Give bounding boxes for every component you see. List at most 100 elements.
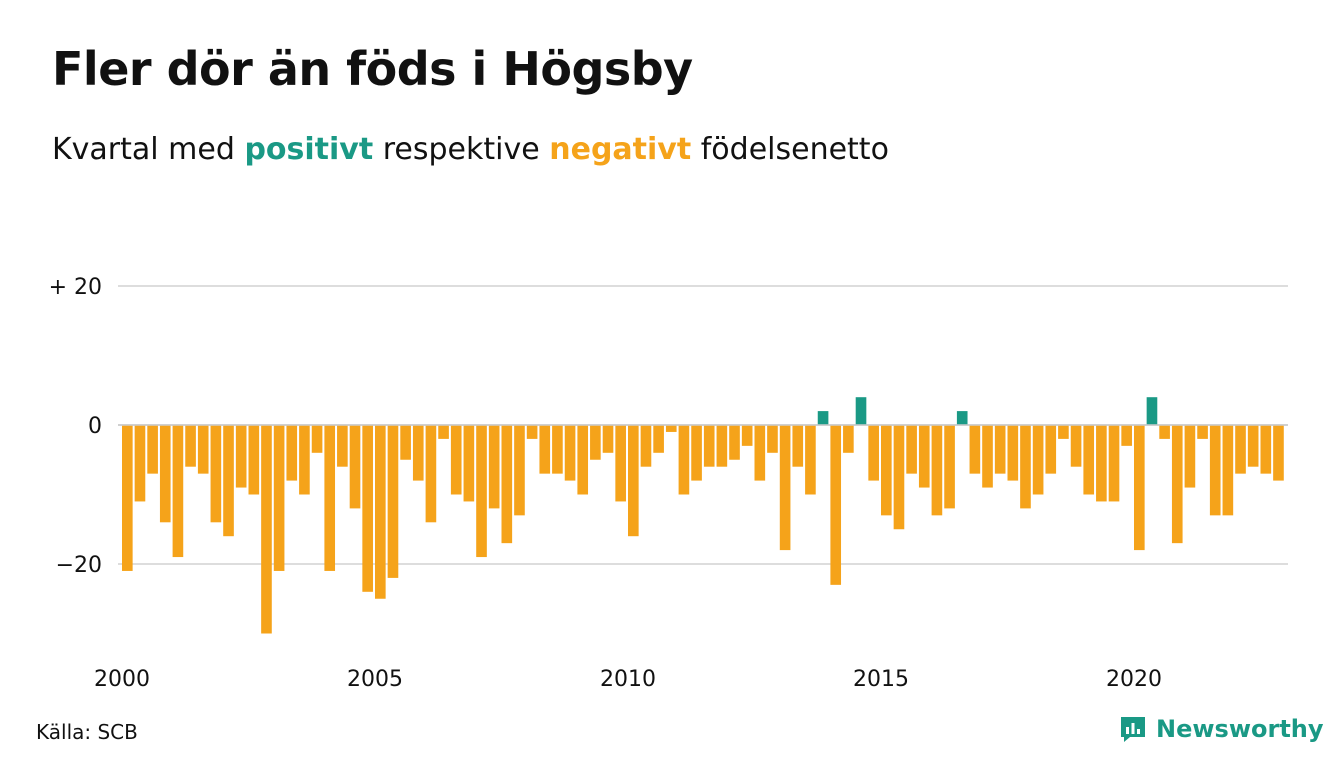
bar xyxy=(1171,425,1183,544)
bar xyxy=(122,425,133,571)
bar xyxy=(906,425,917,474)
newsworthy-logo-icon xyxy=(1121,717,1145,742)
bar xyxy=(640,425,652,467)
bar xyxy=(286,425,298,481)
bar xyxy=(235,425,247,488)
bar xyxy=(944,425,955,509)
bar xyxy=(994,425,1006,474)
bar xyxy=(387,425,399,578)
bar xyxy=(881,425,892,516)
bar xyxy=(134,425,146,502)
bar xyxy=(1096,425,1107,502)
bar xyxy=(526,425,538,439)
bar xyxy=(400,425,411,460)
x-tick-label: 2010 xyxy=(600,667,656,692)
x-tick-label: 2015 xyxy=(853,667,909,692)
bar xyxy=(956,411,968,425)
bar xyxy=(868,425,879,481)
bar xyxy=(754,425,766,481)
x-tick-label: 2005 xyxy=(347,667,403,692)
bar xyxy=(1197,425,1208,439)
bar xyxy=(653,425,664,453)
bar xyxy=(1083,425,1095,495)
bar xyxy=(425,425,437,523)
bar xyxy=(1235,425,1246,474)
subtitle-prefix: Kvartal med xyxy=(52,132,235,167)
bar xyxy=(311,425,323,453)
bar xyxy=(1121,425,1132,446)
bar xyxy=(615,425,626,502)
bar xyxy=(716,425,728,467)
source-note: Källa: SCB xyxy=(36,720,138,744)
x-tick-label: 2000 xyxy=(94,667,150,692)
bar xyxy=(1045,425,1057,474)
y-tick-label: 0 xyxy=(88,414,102,439)
bar xyxy=(159,425,171,523)
bar xyxy=(628,425,639,537)
bar xyxy=(691,425,702,481)
bar xyxy=(1108,425,1120,502)
bar xyxy=(1222,425,1234,516)
bar xyxy=(501,425,513,544)
bar xyxy=(552,425,563,474)
bar xyxy=(261,425,272,634)
bar xyxy=(488,425,500,509)
bar xyxy=(577,425,589,495)
bar xyxy=(703,425,715,467)
bar xyxy=(362,425,373,592)
bar xyxy=(1159,425,1170,439)
bar xyxy=(299,425,310,495)
bar xyxy=(450,425,462,495)
bar xyxy=(248,425,260,495)
bar xyxy=(412,425,424,481)
brand-logo: Newsworthy xyxy=(1118,714,1324,744)
bar xyxy=(1058,425,1069,439)
bar xyxy=(185,425,196,467)
x-tick-label: 2020 xyxy=(1106,667,1162,692)
subtitle-middle: respektive xyxy=(382,132,540,167)
bar xyxy=(1273,425,1284,481)
bar xyxy=(476,425,487,558)
bar xyxy=(1209,425,1221,516)
subtitle-positive: positivt xyxy=(244,132,374,167)
bar xyxy=(210,425,222,523)
bar xyxy=(1020,425,1031,509)
bar xyxy=(223,425,234,537)
bar xyxy=(590,425,601,460)
bar xyxy=(514,425,525,516)
bar xyxy=(1247,425,1259,467)
bar xyxy=(969,425,981,474)
bar xyxy=(1032,425,1044,495)
brand-name: Newsworthy xyxy=(1156,715,1324,743)
bar xyxy=(1070,425,1082,467)
bar xyxy=(172,425,184,558)
bar xyxy=(1260,425,1272,474)
bar xyxy=(843,425,854,453)
bar xyxy=(1146,397,1158,425)
bar xyxy=(337,425,348,467)
y-tick-label: −20 xyxy=(56,553,102,578)
subtitle-suffix: födelsenetto xyxy=(700,132,889,167)
bar xyxy=(1134,425,1145,551)
bar xyxy=(855,397,867,425)
bar xyxy=(463,425,475,502)
bar xyxy=(665,425,677,432)
bar xyxy=(602,425,614,453)
bar xyxy=(817,411,829,425)
bar xyxy=(375,425,386,599)
chart-title: Fler dör än föds i Högsby xyxy=(52,42,693,96)
bar xyxy=(349,425,361,509)
bar xyxy=(982,425,993,488)
chart-subtitle: Kvartal med positivt respektive negativt… xyxy=(52,132,889,167)
bar xyxy=(767,425,778,453)
bar xyxy=(741,425,753,446)
label-layer: + 20 0 −20 2000 2005 2010 2015 2020 xyxy=(49,275,1162,692)
bar xyxy=(1007,425,1019,481)
bar xyxy=(918,425,930,488)
bar xyxy=(931,425,943,516)
bar xyxy=(779,425,791,551)
bar xyxy=(273,425,285,571)
bar xyxy=(893,425,905,530)
subtitle-negative: negativt xyxy=(549,132,692,167)
